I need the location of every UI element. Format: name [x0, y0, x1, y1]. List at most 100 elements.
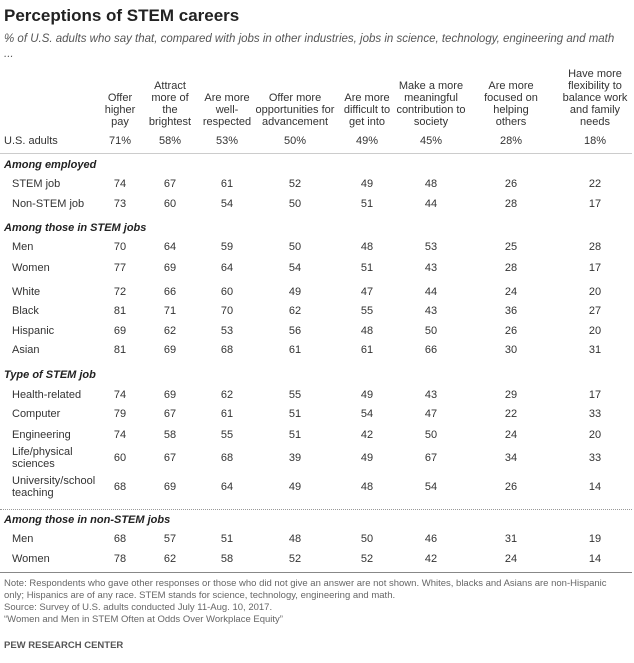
cell: 20 — [588, 325, 602, 337]
cell: 67 — [163, 178, 177, 190]
cell: 19 — [588, 533, 602, 545]
column-header: Offer more opportunities for advancement — [255, 92, 335, 128]
cell: 24 — [504, 553, 518, 565]
cell: 50 — [424, 325, 438, 337]
cell: 74 — [113, 389, 127, 401]
cell: 64 — [220, 481, 234, 493]
report-title: “Women and Men in STEM Often at Odds Ove… — [4, 614, 283, 625]
cell: 81 — [113, 305, 127, 317]
cell: 71 — [163, 305, 177, 317]
cell: 36 — [504, 305, 518, 317]
cell: 67 — [163, 408, 177, 420]
cell: 48 — [360, 481, 374, 493]
cell: 17 — [588, 198, 602, 210]
cell: 61 — [220, 408, 234, 420]
cell: 52 — [288, 553, 302, 565]
cell: 48 — [360, 241, 374, 253]
cell: 78 — [113, 553, 127, 565]
cell: 67 — [424, 452, 438, 464]
cell: 55 — [220, 429, 234, 441]
cell: 51 — [220, 533, 234, 545]
cell: 51 — [288, 408, 302, 420]
cell: 29 — [504, 389, 518, 401]
cell: 61 — [220, 178, 234, 190]
cell: 51 — [288, 429, 302, 441]
cell: 48 — [288, 533, 302, 545]
cell: 34 — [504, 452, 518, 464]
cell: 58% — [158, 135, 182, 147]
cell: 20 — [588, 286, 602, 298]
subtitle: % of U.S. adults who say that, compared … — [4, 33, 615, 60]
cell: 43 — [424, 305, 438, 317]
row-label: STEM job — [12, 178, 61, 190]
source: Source: Survey of U.S. adults conducted … — [4, 602, 273, 613]
cell: 49 — [360, 452, 374, 464]
cell: 14 — [588, 481, 602, 493]
cell: 18% — [583, 135, 607, 147]
cell: 62 — [288, 305, 302, 317]
cell: 43 — [424, 262, 438, 274]
cell: 50% — [283, 135, 307, 147]
cell: 28% — [499, 135, 523, 147]
cell: 26 — [504, 481, 518, 493]
cell: 58 — [163, 429, 177, 441]
cell: 49 — [360, 178, 374, 190]
cell: 53 — [220, 325, 234, 337]
section-heading: Among those in STEM jobs — [4, 222, 147, 234]
cell: 54 — [288, 262, 302, 274]
cell: 48 — [360, 325, 374, 337]
cell: 77 — [113, 262, 127, 274]
section-heading: Among employed — [4, 159, 97, 171]
divider — [0, 572, 632, 573]
cell: 22 — [588, 178, 602, 190]
cell: 20 — [588, 429, 602, 441]
cell: 48 — [424, 178, 438, 190]
cell: 45% — [419, 135, 443, 147]
row-label: Computer — [12, 408, 61, 420]
row-label: Asian — [12, 344, 40, 356]
cell: 60 — [113, 452, 127, 464]
cell: 55 — [288, 389, 302, 401]
row-label: Non-STEM job — [12, 198, 85, 210]
cell: 17 — [588, 262, 602, 274]
cell: 67 — [163, 452, 177, 464]
cell: 70 — [113, 241, 127, 253]
cell: 39 — [288, 452, 302, 464]
row-label: Hispanic — [12, 325, 55, 337]
row-label: Men — [12, 241, 34, 253]
cell: 46 — [424, 533, 438, 545]
column-header: Make a more meaningful contribution to s… — [396, 80, 466, 128]
cell: 69 — [113, 325, 127, 337]
cell: 68 — [220, 344, 234, 356]
cell: 50 — [360, 533, 374, 545]
cell: 66 — [424, 344, 438, 356]
cell: 58 — [220, 553, 234, 565]
cell: 69 — [163, 481, 177, 493]
cell: 61 — [288, 344, 302, 356]
cell: 74 — [113, 429, 127, 441]
cell: 70 — [220, 305, 234, 317]
cell: 17 — [588, 389, 602, 401]
cell: 69 — [163, 262, 177, 274]
cell: 49 — [360, 389, 374, 401]
section-heading: Among those in non-STEM jobs — [4, 514, 171, 526]
divider — [0, 153, 632, 154]
cell: 22 — [504, 408, 518, 420]
cell: 53 — [424, 241, 438, 253]
cell: 49% — [355, 135, 379, 147]
cell: 73 — [113, 198, 127, 210]
cell: 60 — [163, 198, 177, 210]
cell: 64 — [220, 262, 234, 274]
cell: 26 — [504, 178, 518, 190]
cell: 49 — [288, 286, 302, 298]
cell: 49 — [288, 481, 302, 493]
cell: 44 — [424, 286, 438, 298]
column-header: Attract more of the brightest — [148, 80, 192, 128]
cell: 68 — [220, 452, 234, 464]
cell: 44 — [424, 198, 438, 210]
credit: PEW RESEARCH CENTER — [4, 640, 124, 651]
cell: 43 — [424, 389, 438, 401]
row-label: Women — [12, 553, 50, 565]
cell: 33 — [588, 452, 602, 464]
